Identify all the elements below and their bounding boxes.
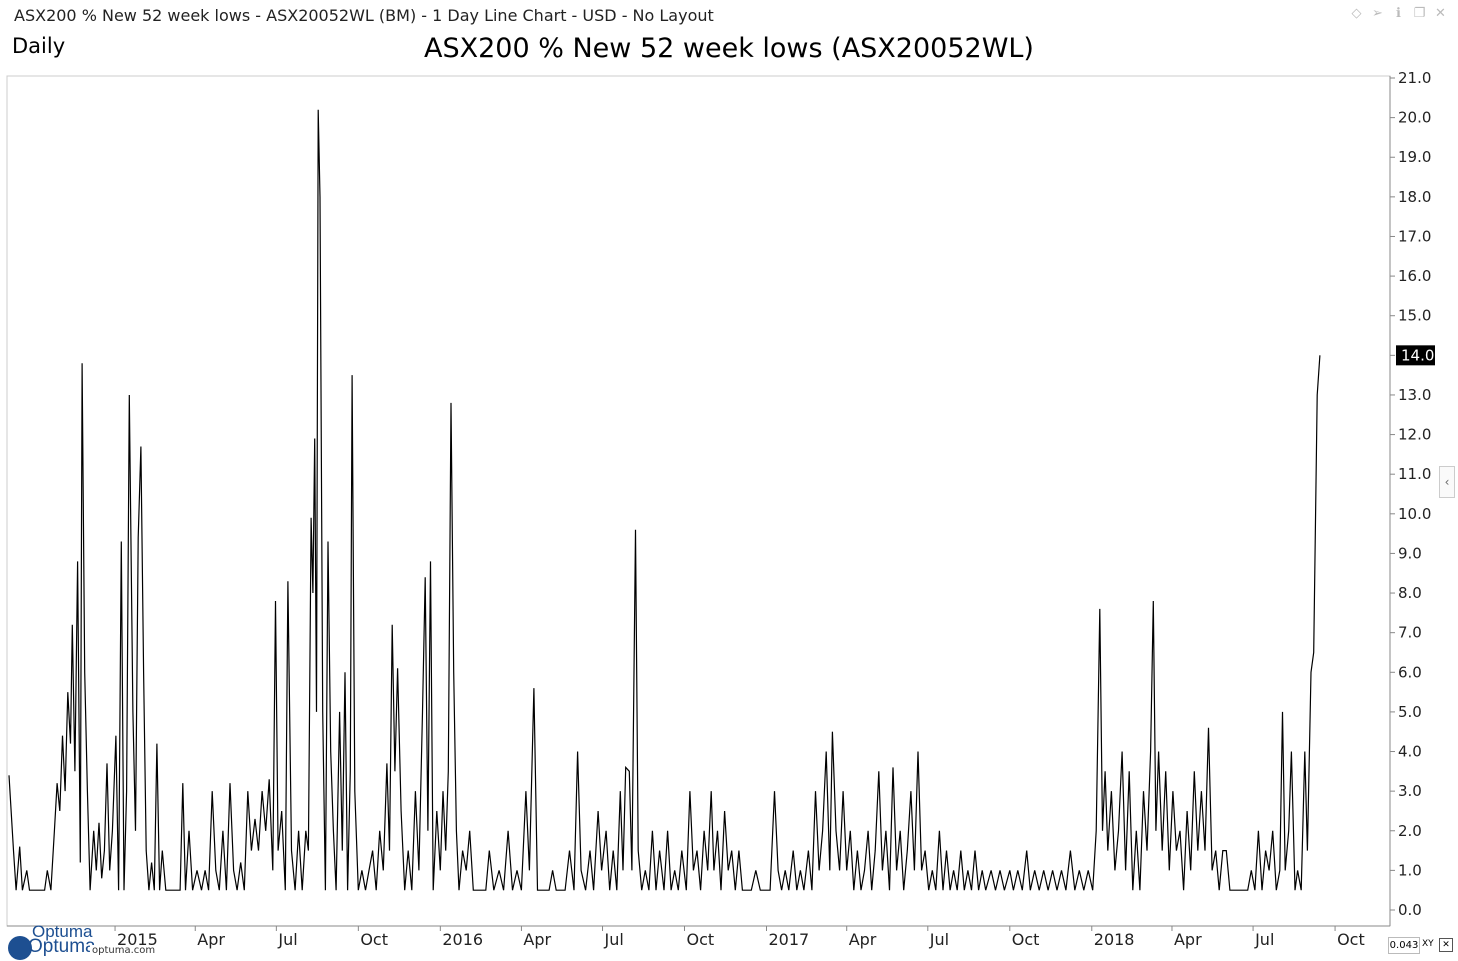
close-small-icon[interactable]: ✕ [1439,938,1453,952]
x-tick-label: Oct [360,930,388,949]
series-line [8,109,1321,891]
y-tick-label: 7.0 [1398,624,1422,642]
y-tick-label: 8.0 [1398,584,1422,602]
y-tick-label: 6.0 [1398,663,1422,681]
optuma-logo-icon [8,936,32,960]
y-tick-label: 4.0 [1398,743,1422,761]
last-value-box [1396,345,1435,366]
panel-collapse-button[interactable]: ‹ [1439,466,1455,498]
x-tick-label: Oct [687,930,715,949]
x-tick-label: Oct [1337,930,1365,949]
x-tick-label: Jul [1254,930,1274,949]
y-tick-label: 18.0 [1398,188,1431,206]
x-tick-label: Jul [929,930,949,949]
logo-watermark: Optuma [32,922,93,941]
restore-icon[interactable]: ❐ [1413,6,1426,21]
close-icon[interactable]: ✕ [1435,6,1446,21]
window-titlebar: ASX200 % New 52 week lows - ASX20052WL (… [0,0,1458,32]
y-axis: 0.0 1.0 2.0 3.0 4.0 5.0 6.0 7.0 8.0 9.0 10.0 11.0 12… [1390,69,1431,919]
y-tick-label: 1.0 [1398,861,1422,879]
zoom-level[interactable]: 0.043 [1388,937,1420,954]
window-title: ASX200 % New 52 week lows - ASX20052WL (… [14,6,714,25]
pin-icon[interactable]: ➢ [1372,6,1383,21]
x-tick-label: 2017 [768,930,809,949]
x-tick-label: 2015 [117,930,158,949]
y-tick-label: 0.0 [1398,901,1422,919]
info-icon[interactable]: ℹ [1396,6,1401,21]
x-tick-label: Oct [1012,930,1040,949]
x-axis: 2015 Apr Jul Oct 2016 Apr Jul Oct 2017 Apr Jul Oct 2… [114,926,1365,949]
logo-url: optuma.com [90,945,158,956]
optuma-logo: Optuma Optuma optuma.com [8,922,158,961]
y-tick-label: 19.0 [1398,148,1431,166]
y-tick-label: 16.0 [1398,267,1431,285]
xy-toggle[interactable]: XY [1422,939,1434,949]
x-tick-label: Apr [1174,930,1202,949]
window-controls: ◇ ➢ ℹ ❐ ✕ [1349,6,1448,21]
x-tick-label: Apr [197,930,225,949]
x-tick-label: 2016 [442,930,483,949]
y-tick-label: 9.0 [1398,544,1422,562]
y-tick-label: 13.0 [1398,386,1431,404]
chevron-left-icon: ‹ [1444,475,1450,489]
period-label: Daily [12,34,66,58]
y-tick-label: 2.0 [1398,822,1422,840]
x-tick-label: Apr [849,930,877,949]
x-tick-label: Apr [523,930,551,949]
y-tick-label: 11.0 [1398,465,1431,483]
chart-title: ASX200 % New 52 week lows (ASX20052WL) [424,33,1034,64]
logo-wordmark: Optuma [28,936,96,957]
x-tick-label: Jul [604,930,624,949]
y-tick-label: 15.0 [1398,307,1431,325]
last-value-marker: 14.0 [1396,345,1435,366]
diamond-icon[interactable]: ◇ [1351,6,1362,21]
y-tick-label: 5.0 [1398,703,1422,721]
plot-frame [6,75,1391,927]
y-tick-label: 12.0 [1398,426,1431,444]
x-tick-label: 2018 [1094,930,1135,949]
y-tick-label: 20.0 [1398,109,1431,127]
y-tick-label: 21.0 [1398,69,1431,87]
x-tick-label: Jul [277,930,297,949]
y-tick-label: 17.0 [1398,227,1431,245]
last-value-label: 14.0 [1401,346,1434,364]
y-tick-label: 3.0 [1398,782,1422,800]
y-tick-label: 10.0 [1398,505,1431,523]
